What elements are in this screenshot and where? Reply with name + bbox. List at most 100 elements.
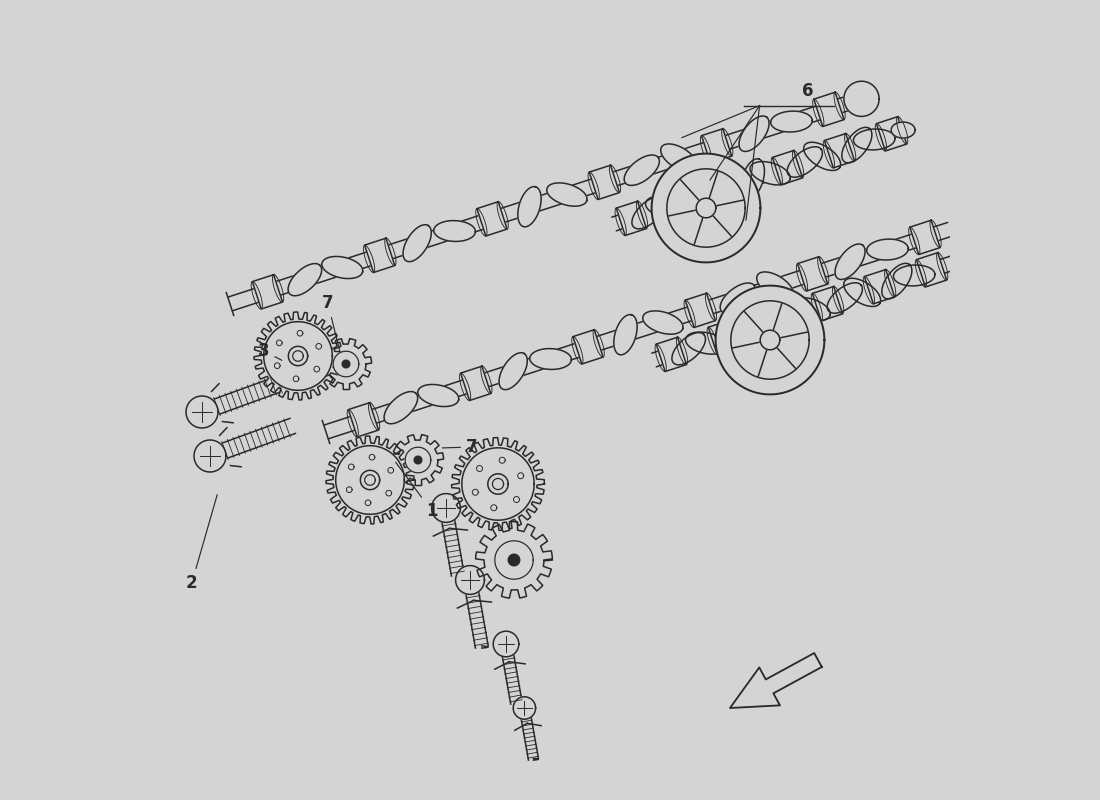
Text: 2: 2 — [186, 494, 217, 592]
Polygon shape — [403, 225, 431, 262]
Polygon shape — [418, 385, 459, 406]
Polygon shape — [916, 253, 947, 287]
Polygon shape — [326, 436, 414, 524]
Polygon shape — [433, 221, 475, 242]
Polygon shape — [757, 272, 794, 300]
Polygon shape — [716, 286, 824, 394]
Polygon shape — [499, 353, 527, 390]
Polygon shape — [760, 303, 791, 338]
Polygon shape — [727, 314, 755, 350]
Polygon shape — [865, 270, 894, 304]
Polygon shape — [730, 301, 810, 379]
Polygon shape — [651, 154, 760, 262]
Polygon shape — [346, 487, 352, 493]
Polygon shape — [461, 366, 491, 401]
Polygon shape — [477, 202, 507, 236]
Polygon shape — [893, 265, 935, 286]
Polygon shape — [388, 467, 394, 473]
Polygon shape — [891, 122, 915, 138]
Polygon shape — [316, 343, 321, 349]
Polygon shape — [499, 458, 505, 463]
Polygon shape — [320, 338, 372, 390]
Polygon shape — [750, 162, 790, 185]
Polygon shape — [431, 494, 461, 522]
Polygon shape — [877, 117, 906, 151]
Polygon shape — [771, 111, 812, 132]
Polygon shape — [708, 320, 738, 354]
Polygon shape — [393, 434, 443, 486]
Polygon shape — [760, 330, 780, 350]
Polygon shape — [491, 505, 497, 510]
Polygon shape — [737, 316, 779, 337]
Polygon shape — [813, 286, 843, 321]
Polygon shape — [349, 464, 354, 470]
Polygon shape — [867, 239, 909, 260]
Polygon shape — [493, 631, 519, 657]
Polygon shape — [518, 473, 524, 478]
Polygon shape — [739, 116, 769, 151]
Polygon shape — [854, 129, 895, 150]
Polygon shape — [842, 127, 872, 163]
Polygon shape — [274, 363, 280, 369]
Polygon shape — [288, 346, 308, 366]
Polygon shape — [788, 147, 823, 178]
Polygon shape — [844, 82, 879, 117]
Polygon shape — [835, 244, 865, 279]
Polygon shape — [333, 351, 359, 377]
Polygon shape — [415, 456, 421, 464]
Polygon shape — [667, 169, 745, 247]
Polygon shape — [514, 697, 536, 719]
Polygon shape — [730, 653, 822, 708]
Polygon shape — [530, 349, 571, 370]
Polygon shape — [493, 478, 504, 490]
Polygon shape — [495, 541, 534, 579]
Polygon shape — [455, 566, 484, 594]
Polygon shape — [476, 466, 483, 471]
Polygon shape — [518, 186, 541, 227]
Polygon shape — [314, 366, 320, 372]
Polygon shape — [264, 322, 332, 390]
Polygon shape — [844, 278, 881, 306]
Polygon shape — [631, 197, 666, 229]
Polygon shape — [288, 263, 321, 296]
Polygon shape — [342, 360, 350, 368]
Polygon shape — [365, 500, 371, 506]
Polygon shape — [696, 198, 716, 218]
Polygon shape — [661, 144, 697, 172]
Polygon shape — [814, 92, 844, 126]
Polygon shape — [361, 470, 379, 490]
Text: 1: 1 — [396, 462, 438, 520]
Polygon shape — [646, 196, 686, 218]
Polygon shape — [720, 283, 756, 314]
Polygon shape — [276, 340, 282, 346]
Polygon shape — [910, 220, 940, 254]
Polygon shape — [254, 312, 342, 400]
Polygon shape — [462, 448, 535, 520]
Polygon shape — [365, 474, 375, 486]
Polygon shape — [590, 166, 619, 199]
Polygon shape — [798, 257, 827, 291]
Polygon shape — [669, 184, 698, 218]
Polygon shape — [487, 474, 508, 494]
Text: 6: 6 — [802, 82, 814, 100]
Polygon shape — [370, 454, 375, 460]
Polygon shape — [616, 202, 647, 235]
Polygon shape — [790, 298, 830, 321]
Polygon shape — [452, 438, 544, 530]
Polygon shape — [297, 330, 302, 336]
Polygon shape — [194, 440, 226, 472]
Polygon shape — [824, 134, 855, 168]
Polygon shape — [804, 142, 840, 170]
Polygon shape — [405, 447, 431, 473]
Polygon shape — [186, 396, 218, 428]
Polygon shape — [672, 333, 705, 365]
Polygon shape — [322, 257, 363, 278]
Polygon shape — [547, 183, 587, 206]
Polygon shape — [384, 391, 418, 424]
Polygon shape — [614, 314, 637, 355]
Text: 7: 7 — [322, 294, 340, 351]
Polygon shape — [642, 311, 683, 334]
Polygon shape — [741, 159, 764, 199]
Polygon shape — [349, 402, 378, 437]
Polygon shape — [293, 350, 304, 362]
